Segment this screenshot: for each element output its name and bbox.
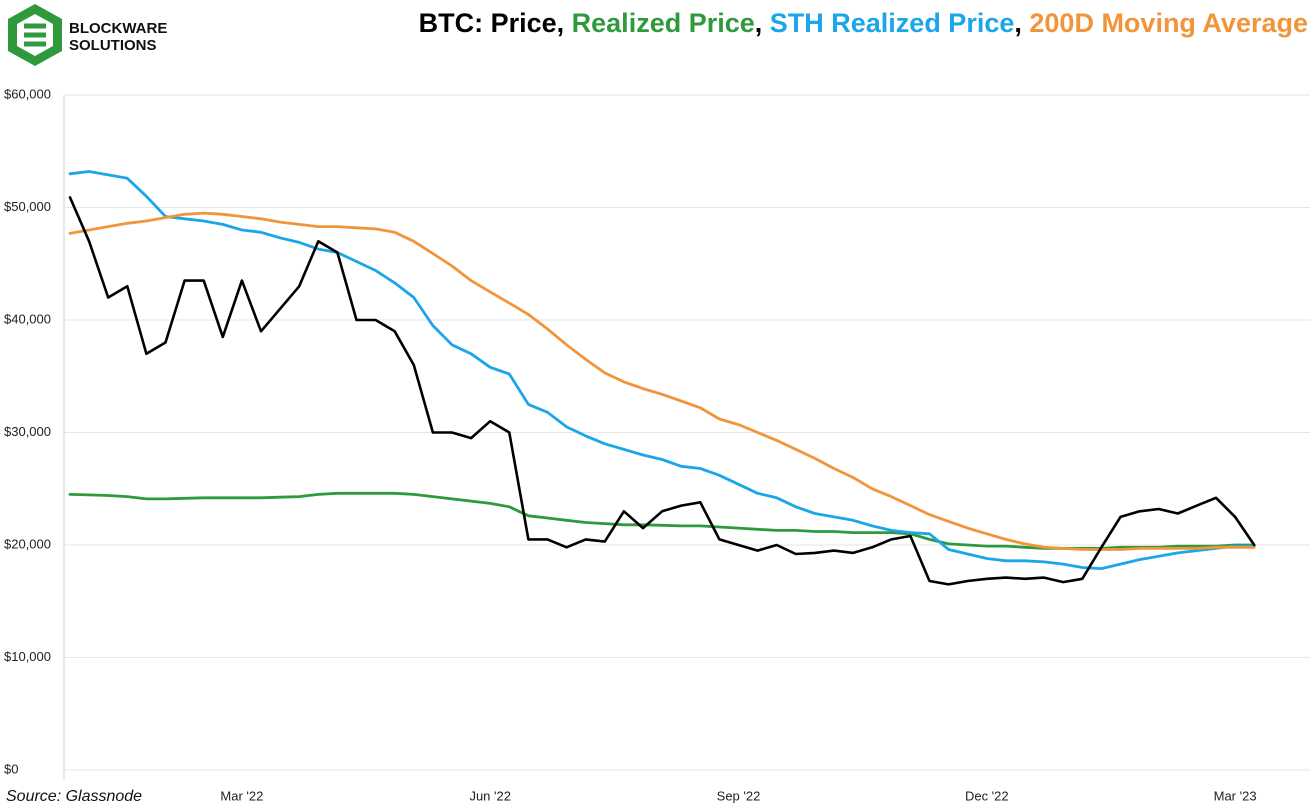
title-part: , bbox=[557, 8, 572, 38]
title-part: STH Realized Price bbox=[770, 8, 1015, 38]
source-note: Source: Glassnode bbox=[6, 788, 142, 805]
y-tick-label: $30,000 bbox=[4, 424, 51, 439]
y-tick-label: $20,000 bbox=[4, 536, 51, 551]
x-tick-label: Mar '22 bbox=[220, 788, 263, 803]
line-series bbox=[68, 211, 1256, 551]
x-tick-label: Jun '22 bbox=[469, 788, 511, 803]
title-part: , bbox=[1014, 8, 1029, 38]
y-tick-label: $0 bbox=[4, 761, 18, 776]
y-tick-label: $10,000 bbox=[4, 649, 51, 664]
logo-text: SOLUTIONS bbox=[69, 37, 157, 54]
line-series bbox=[68, 196, 1256, 586]
title-part: Price bbox=[491, 8, 557, 38]
x-tick-label: Dec '22 bbox=[965, 788, 1009, 803]
logo-icon bbox=[8, 4, 62, 66]
x-tick-label: Sep '22 bbox=[717, 788, 761, 803]
y-tick-label: $60,000 bbox=[4, 86, 51, 101]
x-tick-label: Mar '23 bbox=[1214, 788, 1257, 803]
title-part: , bbox=[755, 8, 770, 38]
line-series bbox=[68, 491, 1256, 550]
line-series bbox=[68, 170, 1256, 570]
logo-text: BLOCKWARE bbox=[69, 20, 167, 37]
y-tick-label: $50,000 bbox=[4, 199, 51, 214]
title-part: BTC: bbox=[419, 8, 491, 38]
y-tick-label: $40,000 bbox=[4, 311, 51, 326]
title-part: 200D Moving Average bbox=[1029, 8, 1308, 38]
grid bbox=[64, 94, 1310, 771]
chart-title: BTC: Price, Realized Price, STH Realized… bbox=[419, 8, 1308, 38]
title-part: Realized Price bbox=[572, 8, 755, 38]
